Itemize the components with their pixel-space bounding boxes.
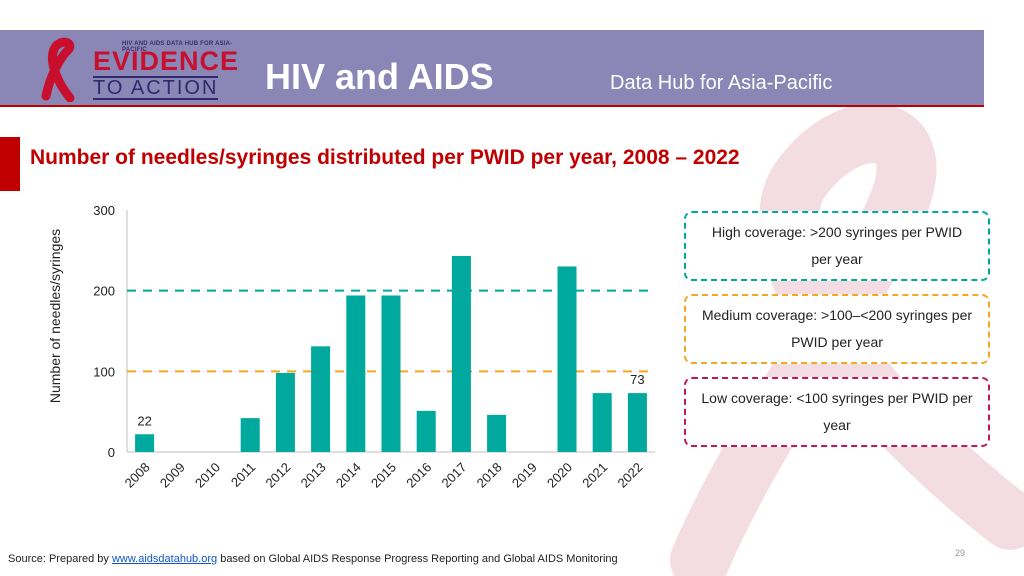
title-accent-bar [0,137,20,191]
source-note: Source: Prepared by www.aidsdatahub.org … [8,553,618,565]
page-title: HIV and AIDS [265,56,494,97]
x-tick-label: 2017 [438,460,469,491]
bar-2020 [557,266,577,452]
x-tick-label: 2009 [157,460,188,491]
legend-medium-coverage: Medium coverage: >100–<200 syringes per … [684,294,990,364]
chart-title: Number of needles/syringes distributed p… [30,146,740,169]
x-tick-label: 2014 [333,460,364,491]
x-tick-label: 2011 [228,460,258,490]
source-link[interactable]: www.aidsdatahub.org [111,553,218,565]
y-tick-label: 200 [93,284,115,299]
y-tick-label: 0 [108,445,115,460]
page-subtitle: Data Hub for Asia-Pacific [610,72,833,94]
legend-low-coverage: Low coverage: <100 syringes per PWID per… [684,377,990,447]
logo-small-text: HIV AND AIDS DATA HUB FOR ASIA-PACIFIC [122,41,233,53]
x-tick-label: 2013 [298,460,329,491]
x-tick-label: 2016 [403,460,434,491]
x-tick-label: 2015 [368,460,399,491]
bar-2008 [135,434,155,452]
y-tick-label: 100 [93,364,115,379]
x-tick-label: 2019 [509,460,540,491]
bar-2015 [381,295,401,452]
logo-action-text: TO ACTION [93,76,219,100]
header-banner: HIV AND AIDS DATA HUB FOR ASIA-PACIFIC E… [0,30,984,107]
x-tick-label: 2008 [122,460,153,491]
source-prefix: Source: Prepared by [8,553,112,565]
bar-2017 [451,255,471,452]
bar-2016 [416,410,436,452]
logo-evidence-text: EVIDENCE [93,46,240,76]
bar-2011 [240,418,260,452]
bar-2014 [346,295,366,452]
bar-2012 [275,372,295,452]
red-ribbon-icon [41,37,75,102]
bar-2013 [311,346,331,452]
bar-2021 [592,393,612,452]
x-tick-label: 2012 [262,460,293,491]
page-number: 29 [955,548,966,558]
x-tick-label: 2018 [474,460,505,491]
x-tick-label: 2022 [614,460,645,491]
data-label-2022: 73 [630,372,644,387]
x-tick-label: 2010 [192,460,223,491]
bar-2022 [627,393,647,452]
x-tick-label: 2020 [544,460,575,491]
data-label-2008: 22 [137,413,151,428]
x-tick-label: 2021 [579,460,610,491]
source-suffix: based on Global AIDS Response Progress R… [217,553,618,565]
bar-2018 [487,414,507,452]
y-axis-label: Number of needles/syringes [47,229,63,403]
legend-high-coverage: High coverage: >200 syringes per PWID pe… [684,211,990,281]
y-tick-label: 300 [93,203,115,218]
evidence-to-action-logo[interactable]: HIV AND AIDS DATA HUB FOR ASIA-PACIFIC E… [30,37,245,102]
